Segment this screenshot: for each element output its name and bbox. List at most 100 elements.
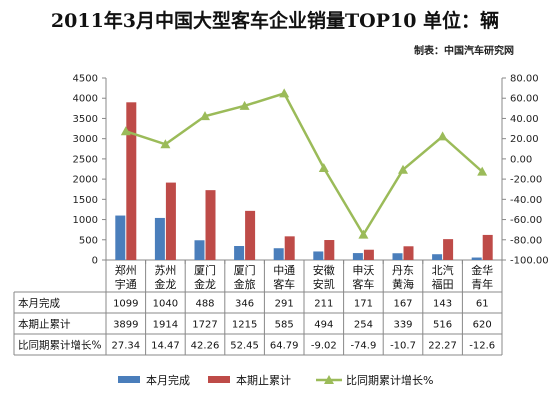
category-label: 丹东黄海: [392, 264, 414, 291]
growth-line: [125, 91, 484, 238]
table-cell: 494: [314, 320, 333, 331]
bar-cumulative: [165, 182, 176, 260]
legend-label: 本期止累计: [236, 373, 291, 387]
table-cell: 42.26: [191, 341, 220, 352]
table-cell: 488: [195, 299, 214, 310]
bar-cumulative: [284, 236, 295, 260]
left-tick-label: 1500: [73, 195, 98, 206]
table-cell: 14.47: [151, 341, 180, 352]
table-cell: 143: [433, 299, 452, 310]
left-tick-label: 4500: [73, 74, 98, 85]
bar-monthly: [352, 253, 363, 260]
left-tick-label: 2500: [73, 154, 98, 165]
growth-marker: [239, 100, 250, 110]
bar-cumulative: [482, 234, 493, 260]
legend-swatch: [208, 376, 230, 383]
legend-label: 本月完成: [146, 373, 190, 387]
table-cell: 22.27: [428, 341, 457, 352]
table-cell: 339: [393, 320, 412, 331]
left-tick-label: 4000: [73, 94, 98, 105]
bar-monthly: [273, 248, 284, 260]
source-note: 制表：中国汽车研究网: [414, 46, 514, 57]
table-cell: 346: [235, 299, 254, 310]
table-cell: 61: [476, 299, 489, 310]
table-cell: 171: [354, 299, 373, 310]
legend-swatch: [118, 376, 140, 383]
growth-marker: [398, 164, 408, 174]
table-cell: 1215: [232, 320, 257, 331]
bar-cumulative: [443, 239, 454, 260]
table-cell: -74.9: [350, 341, 376, 352]
table-row-header: 本期止累计: [18, 318, 71, 331]
table-cell: 167: [393, 299, 412, 310]
right-tick-label: -60.00: [510, 215, 542, 226]
table-cell: 291: [275, 299, 294, 310]
growth-marker: [160, 139, 171, 149]
table-cell: -12.6: [469, 341, 495, 352]
bar-monthly: [115, 215, 126, 260]
table-cell: 52.45: [230, 341, 259, 352]
table-cell: 64.79: [270, 341, 299, 352]
right-tick-label: 80.00: [510, 74, 539, 85]
growth-marker: [358, 229, 369, 239]
bar-cumulative: [126, 102, 137, 260]
table-cell: 1914: [153, 320, 178, 331]
left-tick-label: 1000: [73, 215, 98, 226]
bar-monthly: [154, 217, 165, 260]
growth-marker: [477, 166, 488, 176]
table-cell: 3899: [113, 320, 138, 331]
category-label: 申沃客车: [352, 264, 374, 291]
bar-cumulative: [363, 249, 374, 260]
table-cell: 27.34: [111, 341, 140, 352]
bar-monthly: [432, 254, 443, 260]
bar-monthly: [471, 257, 482, 260]
bar-monthly: [313, 251, 324, 260]
category-label: 厦门金旅: [234, 263, 256, 291]
right-tick-label: -20.00: [510, 175, 542, 186]
right-tick-label: -40.00: [510, 195, 542, 206]
table-cell: 620: [473, 320, 492, 331]
left-tick-label: 3500: [73, 114, 98, 125]
left-tick-label: 0: [92, 256, 98, 267]
legend-label: 比同期累计增长%: [346, 373, 433, 387]
category-label: 北汽福田: [432, 263, 454, 291]
category-label: 金华青年: [471, 263, 493, 291]
growth-marker: [279, 88, 290, 98]
table-cell: 1099: [113, 299, 138, 310]
table-cell: 254: [354, 320, 373, 331]
right-tick-label: 40.00: [510, 114, 539, 125]
left-tick-label: 3000: [73, 134, 98, 145]
growth-marker: [120, 126, 131, 136]
table-row-header: 比同期累计增长%: [18, 339, 101, 352]
table-cell: 211: [314, 299, 333, 310]
category-label: 郑州宇通: [115, 263, 137, 291]
legend-marker: [324, 375, 334, 384]
right-tick-label: -100.00: [510, 256, 549, 267]
right-tick-label: 0.00: [510, 154, 532, 165]
bar-cumulative: [324, 240, 335, 260]
bar-cumulative: [245, 210, 256, 260]
left-tick-label: 500: [79, 235, 98, 246]
chart-title: 2011年3月中国大型客车企业销量TOP10 单位：辆: [50, 10, 500, 32]
category-label: 苏州金龙: [154, 264, 176, 291]
bar-monthly: [234, 246, 245, 260]
table-cell: 585: [275, 320, 294, 331]
category-label: 安徽安凯: [313, 263, 335, 291]
right-tick-label: 20.00: [510, 134, 539, 145]
table-cell: 1040: [153, 299, 178, 310]
category-label: 中通客车: [273, 264, 295, 291]
growth-marker: [437, 131, 448, 141]
bar-cumulative: [205, 190, 216, 260]
right-tick-label: -80.00: [510, 235, 542, 246]
category-label: 厦门金龙: [194, 263, 216, 291]
right-tick-label: 60.00: [510, 94, 539, 105]
growth-marker: [318, 163, 329, 173]
table-cell: -10.7: [390, 341, 416, 352]
bar-monthly: [392, 253, 403, 260]
table-row-header: 本月完成: [18, 297, 60, 310]
table-cell: -9.02: [311, 341, 337, 352]
table-cell: 516: [433, 320, 452, 331]
growth-marker: [200, 111, 210, 121]
table-cell: 1727: [192, 320, 217, 331]
